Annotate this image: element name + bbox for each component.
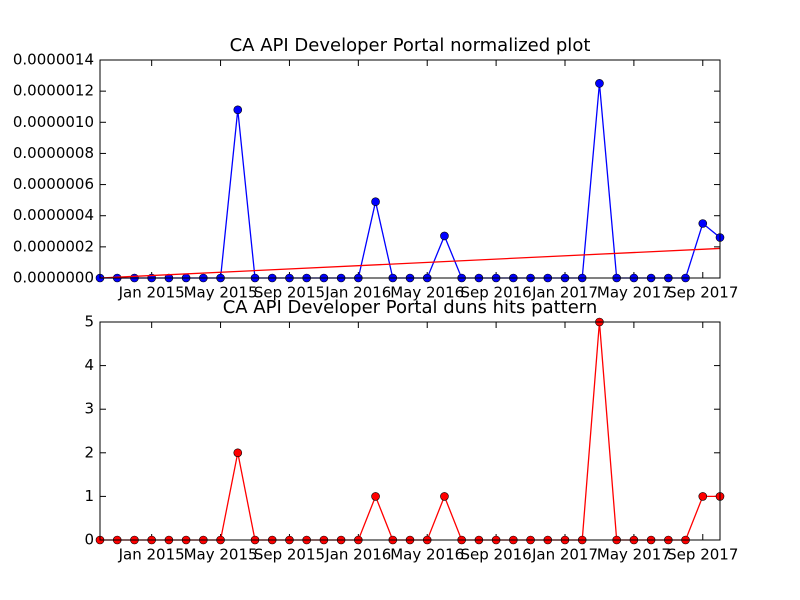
x-tick-label: Sep 2015 xyxy=(254,546,325,564)
x-tick-label: Jan 2015 xyxy=(118,284,185,302)
y-tick-label: 4 xyxy=(84,356,94,374)
x-tick-label: Sep 2016 xyxy=(461,546,532,564)
x-tick-label: Jan 2016 xyxy=(324,546,391,564)
y-tick-label: 0.0000000 xyxy=(13,269,94,287)
chart-title: CA API Developer Portal normalized plot xyxy=(230,35,591,56)
data-point xyxy=(440,231,449,241)
y-tick-label: 0.0000004 xyxy=(13,206,94,224)
x-tick-label: Jan 2016 xyxy=(324,284,391,302)
x-tick-label: May 2015 xyxy=(184,284,258,302)
y-tick-label: 0 xyxy=(84,531,94,549)
y-tick-label: 2 xyxy=(84,443,94,461)
data-point xyxy=(371,492,380,501)
y-tick-label: 1 xyxy=(84,487,94,505)
x-tick-label: May 2016 xyxy=(390,284,464,302)
series-line xyxy=(100,83,721,279)
x-tick-label: May 2017 xyxy=(597,546,671,564)
axes-frame xyxy=(99,59,721,279)
y-tick-label: 0.0000008 xyxy=(13,144,94,162)
data-point xyxy=(440,492,449,501)
y-tick-label: 0.0000002 xyxy=(13,237,94,255)
x-tick-label: Jan 2017 xyxy=(531,284,598,302)
series-line xyxy=(100,321,720,541)
data-point xyxy=(698,219,708,228)
x-tick-label: Jan 2015 xyxy=(118,546,185,564)
data-point xyxy=(595,79,604,88)
y-tick-label: 0.0000006 xyxy=(13,175,94,193)
x-tick-label: May 2016 xyxy=(390,546,464,564)
data-point xyxy=(233,105,243,115)
y-tick-label: 3 xyxy=(84,400,94,418)
series-line xyxy=(99,247,721,279)
x-tick-label: Sep 2017 xyxy=(667,284,738,302)
data-point xyxy=(233,448,243,458)
x-tick-label: Sep 2017 xyxy=(667,546,738,564)
data-point xyxy=(698,492,708,501)
x-tick-label: Jan 2017 xyxy=(531,546,598,564)
x-tick-label: May 2015 xyxy=(184,546,258,564)
x-tick-label: May 2017 xyxy=(597,284,671,302)
y-tick-label: 0.0000010 xyxy=(13,113,94,131)
data-point xyxy=(371,197,380,206)
y-tick-label: 0.0000012 xyxy=(13,82,94,100)
x-tick-label: Sep 2016 xyxy=(461,284,532,302)
y-tick-label: 0.0000014 xyxy=(13,51,94,69)
y-tick-label: 5 xyxy=(84,313,94,331)
axes-frame xyxy=(99,321,721,541)
x-tick-label: Sep 2015 xyxy=(254,284,325,302)
chart-title: CA API Developer Portal duns hits patter… xyxy=(223,297,598,318)
